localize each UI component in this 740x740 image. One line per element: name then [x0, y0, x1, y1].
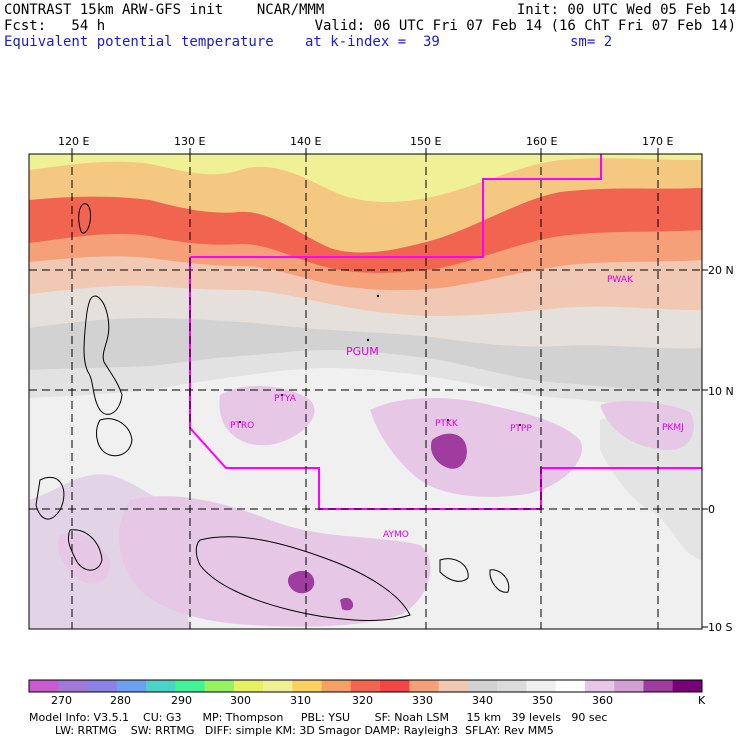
colorbar-label-360: 360: [592, 694, 613, 707]
colorbar-swatch: [497, 680, 527, 692]
colorbar-label-350: 350: [532, 694, 553, 707]
colorbar-swatch: [614, 680, 644, 692]
init-time: Init: 00 UTC Wed 05 Feb 14: [516, 2, 736, 18]
colorbar-swatch: [467, 680, 498, 692]
band-peach: [29, 256, 702, 318]
lon-label-140: 140 E: [290, 135, 322, 148]
purple-patch-sulawesi: [57, 532, 111, 584]
forecast-hour: Fcst: 54 h: [4, 18, 106, 34]
coast-sulawesi: [67, 529, 103, 571]
colorbar-swatch: [584, 680, 615, 692]
smoothing-label: sm= 2: [570, 34, 613, 50]
station-labels: PWAK PGUM PTYA PTRO PTKK PTPP PKMJ AYMO: [230, 275, 684, 540]
station-markers: [239, 294, 521, 426]
station-ptpp: PTPP: [510, 424, 532, 434]
lat-label-10n: 10 N: [708, 385, 734, 398]
colorbar-swatch: [146, 680, 176, 692]
station-pgum: PGUM: [346, 345, 379, 358]
station-ptro: PTRO: [230, 421, 254, 431]
colorbar-swatch: [175, 680, 206, 692]
lon-label-150: 150 E: [410, 135, 442, 148]
colorbar-label-300: 300: [230, 694, 251, 707]
coast-luzon: [83, 295, 123, 415]
colorbar-swatch: [643, 680, 674, 692]
lat-label-10s: 10 S: [708, 621, 733, 634]
colorbar-swatch: [380, 680, 410, 692]
coast-taiwan: [78, 203, 91, 234]
coast-new-britain: [439, 558, 469, 582]
purple-core-ptkk: [430, 433, 467, 469]
colorbar-swatch: [350, 680, 381, 692]
colorbar-swatch: [526, 680, 557, 692]
purple-patch-ptya: [219, 385, 315, 446]
band-red: [29, 188, 702, 276]
colorbar-swatch: [233, 680, 264, 692]
colorbar-swatch: [438, 680, 469, 692]
graticule: [29, 154, 702, 629]
colorbar-label-280: 280: [110, 694, 131, 707]
colorbar-swatch: [292, 680, 323, 692]
band-light-gray: [29, 350, 702, 412]
valid-time: Valid: 06 UTC Fri 07 Feb 14 (16 ChT Fri …: [314, 18, 736, 34]
field-name: Equivalent potential temperature: [4, 34, 274, 50]
station-pwak: PWAK: [607, 275, 634, 285]
colorbar-label-340: 340: [472, 694, 493, 707]
colorbar-swatch: [116, 680, 147, 692]
band-gray: [29, 318, 702, 393]
model-title: CONTRAST 15km ARW-GFS init NCAR/MMM: [4, 2, 325, 18]
purple-core-png-2: [340, 597, 354, 611]
purple-patch-ptkk: [370, 398, 582, 497]
model-info-line1: Model Info: V3.5.1 CU: G3 MP: Thompson P…: [29, 711, 608, 724]
colorbar-swatch: [321, 680, 352, 692]
level-label: at k-index = 39: [305, 34, 440, 50]
colorbar: [28, 679, 703, 693]
model-info-line2: LW: RRTMG SW: RRTMG DIFF: simple KM: 3D …: [55, 724, 554, 737]
station-ptkk: PTKK: [435, 419, 459, 429]
colorbar-swatch: [263, 680, 293, 692]
colorbar-swatch: [409, 680, 440, 692]
band-orange-light: [29, 158, 702, 254]
purple-patch-pkmj: [600, 400, 694, 450]
axis-ticks: [71, 148, 708, 628]
colorbar-swatch: [87, 680, 118, 692]
colorbar-unit: K: [698, 694, 706, 707]
coast-mindanao: [96, 418, 133, 457]
colorbar-label-290: 290: [171, 694, 192, 707]
coast-borneo: [35, 476, 65, 520]
station-aymo: AYMO: [383, 530, 409, 540]
colorbar-frame: [28, 679, 703, 693]
colorbar-label-270: 270: [51, 694, 72, 707]
colorbar-swatch: [555, 680, 586, 692]
colorbar-label-320: 320: [352, 694, 373, 707]
station-pkmj: PKMJ: [662, 423, 684, 433]
colorbar-swatch: [672, 680, 703, 692]
purple-patch-png: [119, 496, 431, 627]
lat-label-20n: 20 N: [708, 264, 734, 277]
map-frame: [28, 153, 703, 630]
lat-label-eq: 0: [708, 503, 715, 516]
colorbar-swatch: [204, 680, 235, 692]
purple-core-png: [288, 570, 315, 594]
forecast-domain-boundary: [189, 154, 702, 510]
station-ptya: PTYA: [274, 394, 297, 404]
lon-label-160: 160 E: [526, 135, 558, 148]
colorbar-label-310: 310: [290, 694, 311, 707]
band-light-tan: [29, 285, 702, 351]
colorbar-swatch: [29, 680, 59, 692]
colorbar-swatch: [58, 680, 89, 692]
band-salmon: [29, 230, 702, 293]
colorbar-label-330: 330: [412, 694, 433, 707]
coast-solomons: [489, 569, 510, 593]
lon-label-130: 130 E: [174, 135, 206, 148]
lon-label-120: 120 E: [58, 135, 90, 148]
lon-label-170: 170 E: [642, 135, 674, 148]
